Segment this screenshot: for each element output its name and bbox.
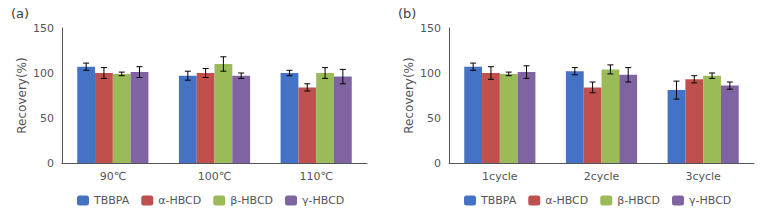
svg-text:β-HBCD: β-HBCD (230, 194, 273, 207)
svg-text:110℃: 110℃ (299, 170, 332, 183)
svg-text:TBBPA: TBBPA (480, 194, 517, 207)
svg-text:50: 50 (427, 112, 441, 125)
svg-text:α-HBCD: α-HBCD (545, 194, 588, 207)
svg-text:Recovery(%): Recovery(%) (402, 57, 416, 133)
svg-text:(a): (a) (11, 6, 29, 21)
svg-text:1cycle: 1cycle (482, 170, 518, 183)
svg-text:0: 0 (434, 157, 441, 170)
svg-text:100℃: 100℃ (198, 170, 231, 183)
svg-text:β-HBCD: β-HBCD (617, 194, 660, 207)
svg-text:100: 100 (33, 67, 54, 80)
svg-text:Recovery(%): Recovery(%) (15, 57, 29, 133)
svg-text:TBBPA: TBBPA (93, 194, 130, 207)
svg-text:3cycle: 3cycle (685, 170, 721, 183)
svg-text:α-HBCD: α-HBCD (158, 194, 201, 207)
svg-text:100: 100 (420, 67, 441, 80)
svg-text:γ-HBCD: γ-HBCD (689, 194, 731, 207)
svg-text:90℃: 90℃ (100, 170, 126, 183)
svg-text:0: 0 (47, 157, 54, 170)
svg-text:150: 150 (33, 22, 54, 35)
svg-text:150: 150 (420, 22, 441, 35)
svg-text:50: 50 (40, 112, 54, 125)
svg-text:2cycle: 2cycle (584, 170, 620, 183)
svg-text:(b): (b) (398, 6, 416, 21)
svg-text:γ-HBCD: γ-HBCD (302, 194, 344, 207)
